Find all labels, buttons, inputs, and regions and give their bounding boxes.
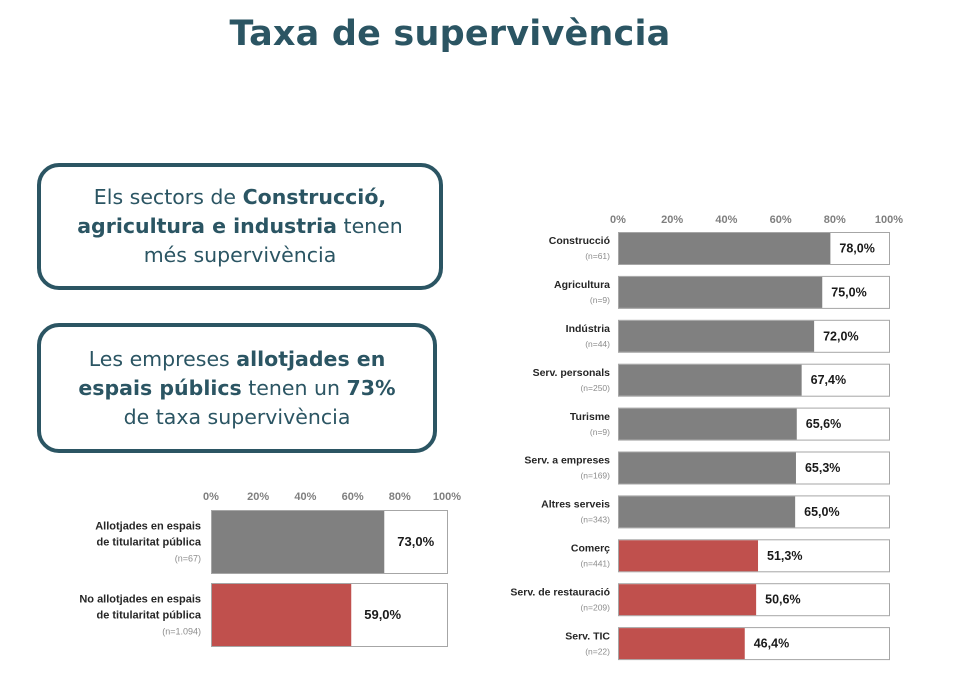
tick-label: 100% (875, 214, 903, 226)
data-label: 65,3% (805, 461, 840, 475)
callout-segment: tenen més supervivència (143, 214, 403, 267)
callout-text: Les empreses allotjades en espais públic… (63, 345, 411, 432)
chart-public-spaces: 0% 20% 40% 60% 80% 100% 73,0% Allotjades en esp… (79, 491, 461, 647)
callout-segment: Els sectors de (93, 185, 243, 209)
tick-label: 100% (433, 491, 461, 503)
sample-size-label: (n=1.094) (162, 626, 201, 636)
callout-public-spaces: Les empreses allotjades en espais públic… (37, 323, 437, 453)
data-label: 72,0% (823, 329, 858, 343)
sample-size-label: (n=441) (580, 558, 610, 568)
data-label: 78,0% (839, 242, 874, 256)
tick-label: 80% (824, 214, 846, 226)
category-label: Serv. personals (533, 367, 611, 379)
callout-segment: de taxa supervivència (123, 404, 351, 429)
data-label: 46,4% (754, 637, 789, 651)
sample-size-label: (n=44) (585, 339, 610, 349)
category-label: Serv. de restauració (510, 586, 610, 598)
tick-label: 40% (294, 491, 316, 503)
category-label: Altres serveis (541, 499, 610, 511)
category-label: Agricultura (554, 279, 610, 291)
bar (619, 320, 815, 352)
tick-label: 0% (203, 491, 219, 503)
bar (619, 364, 802, 396)
bar (212, 511, 385, 573)
tick-label: 80% (389, 491, 411, 503)
sample-size-label: (n=343) (580, 515, 610, 525)
callout-emphasis: Construcció, agricultura e industria (77, 185, 387, 238)
page-title: Taxa de supervivència (229, 14, 671, 54)
tick-label: 60% (342, 491, 364, 503)
data-label: 51,3% (767, 549, 802, 563)
bar (619, 276, 823, 308)
data-label: 65,6% (806, 417, 841, 431)
tick-label: 40% (715, 214, 737, 226)
sample-size-label: (n=250) (580, 383, 610, 393)
bar (619, 540, 759, 572)
data-label: 50,6% (765, 593, 800, 607)
bar (619, 628, 745, 660)
data-label: 59,0% (364, 607, 401, 622)
sample-size-label: (n=67) (175, 553, 201, 563)
sample-size-label: (n=61) (585, 251, 610, 261)
tick-label: 60% (770, 214, 792, 226)
category-label: Allotjades en espais (95, 520, 201, 532)
callout-segment: Les empreses (88, 346, 237, 371)
category-label: No allotjades en espais (79, 593, 201, 605)
bar (212, 584, 352, 646)
bar (619, 233, 831, 264)
category-label: Serv. a empreses (524, 455, 610, 467)
callout-emphasis: 73% (346, 375, 396, 400)
category-label: Serv. TIC (565, 630, 610, 642)
callout-emphasis: allotjades en espais públics (78, 346, 386, 400)
data-label: 75,0% (831, 285, 866, 299)
bar (619, 584, 757, 616)
category-label: Turisme (570, 411, 610, 423)
tick-label: 20% (247, 491, 269, 503)
callout-text: Els sectors de Construcció, agricultura … (63, 183, 417, 270)
data-label: 67,4% (811, 373, 846, 387)
sample-size-label: (n=9) (590, 295, 610, 305)
sample-size-label: (n=209) (580, 602, 610, 612)
data-label: 65,0% (804, 505, 839, 519)
tick-label: 0% (610, 214, 626, 226)
category-label: de titularitat pública (96, 536, 201, 548)
bar (619, 452, 796, 484)
callout-segment: tenen un (241, 375, 347, 400)
callout-sectors: Els sectors de Construcció, agricultura … (37, 163, 443, 290)
category-label: de titularitat pública (96, 609, 201, 621)
data-label: 73,0% (397, 534, 434, 549)
sample-size-label: (n=169) (580, 471, 610, 481)
sample-size-label: (n=22) (585, 646, 610, 656)
tick-label: 20% (661, 214, 683, 226)
sample-size-label: (n=9) (590, 427, 610, 437)
bar (619, 408, 797, 440)
category-label: Indústria (566, 323, 610, 335)
category-label: Comerç (571, 542, 610, 554)
bar (619, 496, 796, 528)
category-label: Construcció (549, 235, 610, 247)
